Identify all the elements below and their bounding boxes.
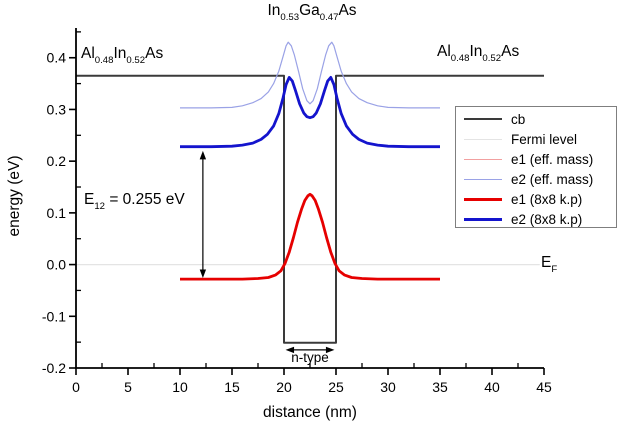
svg-text:-0.2: -0.2	[42, 360, 66, 376]
svg-text:0: 0	[72, 379, 80, 395]
fermi-level-label: EF	[541, 254, 558, 275]
legend-line-sample-cb	[464, 118, 502, 120]
series-e2-eff-mass	[180, 41, 440, 109]
left-region-label: Al0.48In0.52As	[81, 45, 164, 66]
e12-annotation-label: E12 = 0.255 eV	[84, 191, 185, 212]
legend-item-e1-eff-mass: e1 (eff. mass)	[456, 149, 616, 169]
svg-text:0.3: 0.3	[47, 101, 67, 117]
svg-text:0.4: 0.4	[47, 50, 67, 66]
svg-text:25: 25	[328, 379, 344, 395]
title-label: In0.53Ga0.47As	[267, 2, 357, 23]
ntype-arrow	[285, 346, 335, 354]
ntype-label: n-type	[291, 350, 329, 365]
y-axis: 0.4 0.3 0.2 0.1 0.0 -0.1 -0.2 energy (eV)	[6, 28, 81, 376]
legend-label: e2 (eff. mass)	[511, 171, 594, 187]
legend-line-sample-e2-eff	[464, 178, 502, 180]
legend-item-e2-kp: e2 (8x8 k.p)	[456, 209, 616, 229]
legend-line-sample-e1-kp	[464, 197, 502, 201]
svg-text:distance (nm): distance (nm)	[263, 404, 357, 421]
svg-text:-0.1: -0.1	[42, 308, 66, 324]
legend-label: Fermi level	[511, 131, 578, 147]
svg-text:energy (eV): energy (eV)	[6, 156, 23, 237]
series-e1-kp	[180, 192, 440, 281]
legend-item-cb: cb	[456, 109, 616, 129]
right-region-label: Al0.48In0.52As	[437, 43, 520, 64]
series-cb	[76, 74, 544, 344]
legend-item-e2-eff-mass: e2 (eff. mass)	[456, 169, 616, 189]
svg-text:5: 5	[124, 379, 132, 395]
svg-text:40: 40	[484, 379, 500, 395]
svg-text:0.2: 0.2	[47, 153, 67, 169]
legend-label: cb	[511, 111, 526, 127]
svg-text:30: 30	[380, 379, 396, 395]
legend-line-sample-e2-kp	[464, 217, 502, 221]
legend: cb Fermi level e1 (eff. mass) e2 (eff. m…	[455, 106, 617, 228]
legend-label: e1 (8x8 k.p)	[511, 191, 583, 207]
e12-arrow	[199, 150, 207, 279]
svg-text:0.0: 0.0	[47, 257, 67, 273]
legend-line-sample-e1-eff	[464, 158, 502, 160]
svg-text:15: 15	[224, 379, 240, 395]
legend-item-e1-kp: e1 (8x8 k.p)	[456, 189, 616, 209]
legend-label: e2 (8x8 k.p)	[511, 211, 583, 227]
svg-text:35: 35	[432, 379, 448, 395]
svg-text:0.1: 0.1	[47, 205, 67, 221]
plot-series	[76, 41, 544, 344]
x-axis: 0 5 10 15 20 25 30 35 40 45 distance (nm)	[72, 363, 552, 421]
legend-label: e1 (eff. mass)	[511, 151, 594, 167]
svg-text:45: 45	[536, 379, 552, 395]
svg-text:10: 10	[172, 379, 188, 395]
series-e2-kp	[180, 76, 440, 149]
legend-line-sample-fermi	[464, 138, 502, 140]
svg-text:20: 20	[276, 379, 292, 395]
legend-item-fermi-level: Fermi level	[456, 129, 616, 149]
